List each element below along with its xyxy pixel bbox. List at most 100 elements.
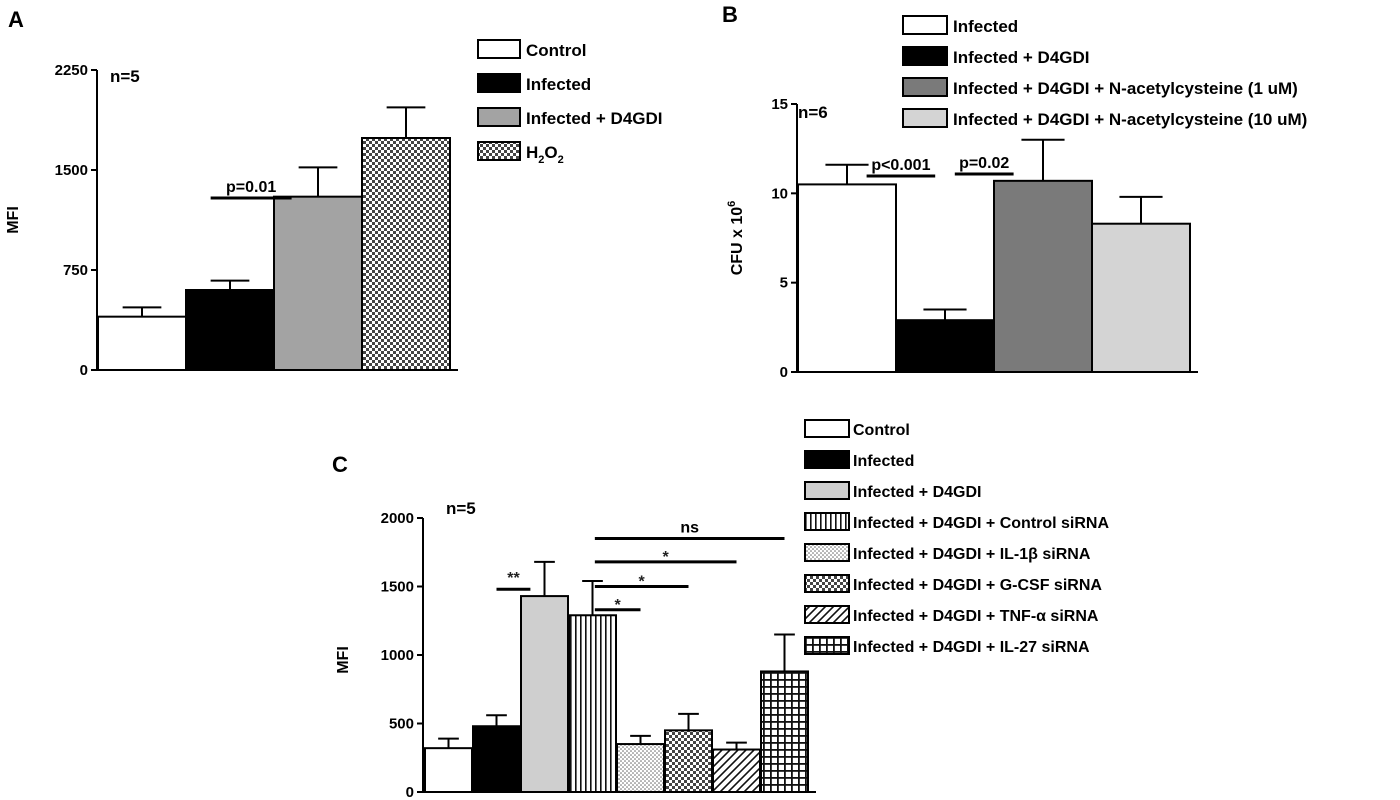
panel-letter-a: A (8, 7, 24, 32)
bar-4 (361, 137, 451, 371)
error-bar-4 (1119, 195, 1163, 224)
bar-3 (273, 195, 363, 371)
legend-swatch (477, 73, 521, 93)
legend-label: Control (526, 41, 586, 60)
legend-swatch (902, 15, 948, 35)
y-tick-label: 0 (780, 364, 788, 381)
bar-6 (664, 729, 713, 793)
error-bar-3 (534, 560, 555, 597)
y-tick-label: 1500 (381, 579, 414, 596)
panel-a-bars (97, 106, 451, 371)
legend-label: Infected + D4GDI + IL-1β siRNA (853, 546, 1091, 563)
panel-c-y-axis-label: MFI (335, 646, 352, 674)
legend-label: Infected + D4GDI + IL-27 siRNA (853, 639, 1090, 656)
significance-label: p=0.01 (226, 179, 276, 196)
panel-b: B 0 5 10 15 p<0.001 p=0.02 Infected Infected … (722, 2, 1307, 381)
panel-c-legend: Control Infected Infected + D4GDI Infected … (804, 419, 1109, 656)
bar-1 (424, 747, 473, 793)
error-bar-8 (774, 633, 795, 672)
significance-label: * (615, 597, 622, 614)
panel-c-axis: 0 500 1000 1500 2000 (381, 510, 816, 800)
panel-a-n-label: n=5 (110, 67, 140, 86)
bar-3 (520, 595, 569, 794)
legend-label: Control (853, 422, 910, 439)
panel-letter-c: C (332, 452, 348, 477)
y-tick-label: 1000 (381, 647, 414, 664)
legend-swatch (804, 574, 850, 593)
error-bar-2 (486, 714, 507, 727)
panel-c-n-label: n=5 (446, 499, 476, 518)
legend-swatch (902, 46, 948, 66)
legend-swatch (902, 108, 948, 128)
y-tick-label: 5 (780, 275, 788, 292)
legend-label: Infected + D4GDI + N-acetylcysteine (10 … (953, 110, 1307, 129)
panel-a-axis: 0 750 1500 2250 (55, 62, 458, 379)
error-bar-1 (825, 163, 869, 185)
bar-3 (993, 179, 1093, 373)
error-bar-1 (438, 737, 459, 749)
significance-label: p=0.02 (959, 155, 1009, 172)
legend-swatch (477, 39, 521, 59)
error-bar-2 (210, 279, 250, 290)
bar-4 (568, 614, 617, 794)
panel-c-annotations: *****ns (496, 520, 785, 614)
legend-label: H2O2 (526, 143, 564, 166)
y-tick-label: 15 (771, 96, 788, 113)
legend-swatch (804, 543, 850, 562)
legend-swatch (804, 636, 850, 655)
significance-label: * (663, 549, 670, 566)
error-bar-2 (923, 308, 967, 321)
bar-8 (760, 670, 809, 793)
legend-label: Infected (526, 75, 591, 94)
legend-swatch (804, 481, 850, 500)
y-tick-label: 0 (406, 784, 414, 800)
y-tick-label: 10 (771, 185, 788, 202)
error-bar-3 (1021, 138, 1065, 181)
y-tick-label: 1500 (55, 162, 88, 179)
panel-b-axis: 0 5 10 15 (771, 96, 1198, 381)
panel-a: A 0 750 1500 2250 p=0.01 Control Infected Inf… (5, 7, 663, 379)
bar-1 (797, 183, 897, 373)
panel-b-legend: Infected Infected + D4GDI Infected + D4GDI… (902, 15, 1307, 129)
legend-label: Infected + D4GDI (953, 48, 1090, 67)
panel-b-y-axis-label: CFU x 106 (726, 201, 746, 276)
legend-label: Infected (853, 453, 914, 470)
bar-4 (1091, 222, 1191, 373)
panel-b-n-label: n=6 (798, 103, 828, 122)
significance-label: ns (680, 520, 699, 537)
significance-label: ** (507, 570, 520, 587)
y-tick-label: 500 (389, 716, 414, 733)
legend-label: Infected + D4GDI + N-acetylcysteine (1 u… (953, 79, 1298, 98)
panel-b-annotations: p<0.001 p=0.02 (866, 155, 1014, 178)
panel-letter-b: B (722, 2, 738, 27)
legend-label: Infected + D4GDI + Control siRNA (853, 515, 1109, 532)
error-bar-4 (582, 580, 603, 616)
error-bar-5 (630, 734, 651, 745)
significance-label: * (639, 574, 646, 591)
legend-swatch (804, 419, 850, 438)
y-tick-label: 2250 (55, 62, 88, 79)
significance-label: p<0.001 (871, 157, 930, 174)
legend-label: Infected + D4GDI (526, 109, 663, 128)
bar-1 (97, 315, 187, 371)
legend-swatch (804, 450, 850, 469)
panel-a-y-axis-label: MFI (5, 206, 22, 234)
bar-2 (895, 319, 995, 374)
panel-a-annotations: p=0.01 (210, 179, 292, 200)
error-bar-4 (386, 106, 426, 138)
y-tick-label: 0 (80, 362, 88, 379)
legend-swatch (902, 77, 948, 97)
bar-2 (185, 289, 275, 371)
legend-swatch (804, 512, 850, 531)
y-tick-label: 2000 (381, 510, 414, 527)
error-bar-7 (726, 741, 747, 750)
error-bar-6 (678, 712, 699, 731)
legend-label: Infected + D4GDI + TNF-α siRNA (853, 608, 1099, 625)
panel-a-legend: Control Infected Infected + D4GDI H2O2 (477, 39, 663, 166)
error-bar-1 (122, 306, 162, 317)
legend-swatch (804, 605, 850, 624)
y-tick-label: 750 (63, 262, 88, 279)
legend-label: Infected (953, 17, 1018, 36)
